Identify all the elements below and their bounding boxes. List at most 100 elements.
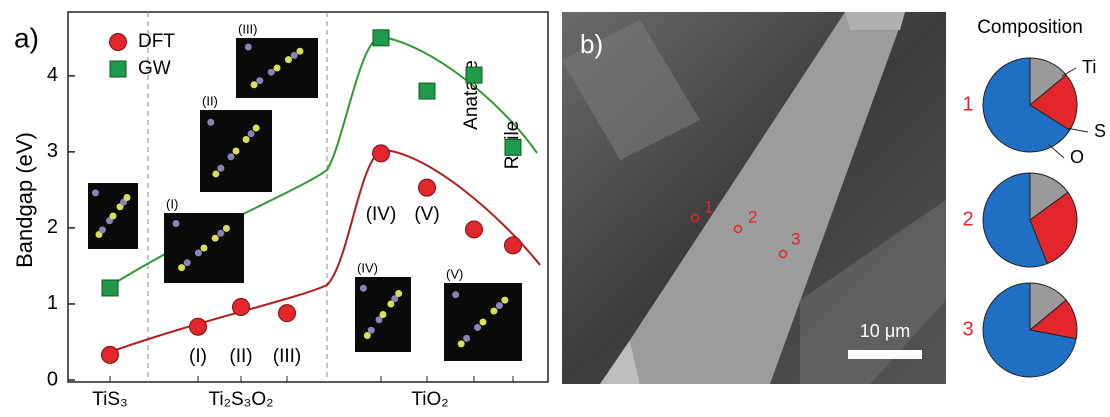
atom: [178, 264, 186, 272]
scale-bar-label: 10 μm: [860, 321, 910, 341]
pie-label: 2: [962, 208, 973, 230]
inset-label: (III): [238, 21, 258, 36]
atom: [109, 212, 117, 220]
atom: [244, 43, 252, 51]
panel-label: b): [580, 29, 603, 59]
pie-slice: [1029, 74, 1078, 131]
group-label: Ti₂S₃O₂: [208, 389, 273, 410]
y-tick-label: 4: [47, 64, 58, 86]
atom: [387, 300, 395, 308]
atom: [250, 81, 258, 89]
legend-marker: [109, 60, 127, 78]
atom: [284, 56, 292, 64]
atom: [463, 334, 471, 342]
y-tick-label: 1: [47, 292, 58, 314]
atom: [490, 307, 498, 315]
scale-bar: [848, 350, 922, 359]
data-point: [101, 345, 119, 364]
sem-image: [562, 12, 946, 384]
atom: [267, 68, 275, 76]
inset-label: (II): [202, 93, 218, 108]
atom: [207, 118, 215, 126]
panel-label: a): [14, 22, 39, 53]
pie-group: 1 2 3 Ti SO: [962, 57, 1106, 378]
sample-point-label: 3: [791, 229, 800, 248]
y-axis-label: Bandgap (eV): [12, 132, 37, 268]
atom: [290, 51, 298, 59]
pie-label: 1: [962, 93, 973, 115]
pie-slice: [1029, 191, 1078, 265]
category-label: (III): [273, 346, 302, 367]
atom: [211, 234, 219, 242]
atom: [217, 229, 225, 237]
atom: [379, 311, 387, 318]
y-tick-label: 0: [47, 368, 58, 390]
category-label: (I): [189, 346, 207, 367]
callout-line: [1061, 67, 1077, 77]
data-point: [232, 298, 250, 316]
inset-label: (IV): [357, 260, 378, 275]
sample-point: [690, 213, 700, 223]
y-tick-label: 3: [47, 140, 58, 162]
category-label: (II): [229, 346, 252, 367]
data-point: [504, 138, 522, 156]
pie-slice: [982, 282, 1077, 378]
pie-label: 3: [962, 318, 973, 340]
sample-point-label: 2: [748, 207, 757, 226]
atom: [172, 220, 180, 227]
atom: [222, 224, 230, 232]
atom: [183, 259, 191, 267]
atom: [479, 318, 487, 326]
atom: [296, 47, 304, 55]
atom: [92, 189, 99, 197]
inset-label: (I): [166, 196, 178, 211]
legend-label: GW: [138, 58, 171, 79]
group-label: TiO₂: [411, 389, 448, 410]
atom: [227, 153, 235, 161]
atom: [212, 170, 220, 178]
y-tick-label: 2: [47, 216, 58, 238]
data-point: [101, 279, 119, 297]
pie-slice: [982, 172, 1048, 268]
trend-curve: [109, 148, 541, 353]
group-label: TiS₃: [92, 389, 128, 410]
slice-label: S: [1094, 121, 1106, 141]
legend-label: DFT: [138, 31, 175, 52]
atom: [99, 226, 106, 234]
atom: [252, 124, 260, 132]
category-label: (V): [414, 204, 439, 225]
data-point: [465, 220, 483, 239]
sample-point: [778, 249, 788, 259]
atom: [359, 284, 367, 292]
atom: [242, 136, 250, 144]
data-point: [372, 29, 390, 47]
data-point: [504, 236, 522, 255]
atom: [200, 244, 208, 252]
data-point: [465, 66, 483, 84]
data-point: [418, 178, 436, 197]
atom: [273, 64, 281, 72]
data-point: [189, 317, 207, 336]
sample-point-label: 1: [704, 197, 713, 216]
legend-marker: [109, 33, 127, 51]
atom: [452, 291, 460, 299]
inset-label: (V): [446, 266, 463, 281]
atom: [501, 296, 509, 304]
atom: [457, 340, 465, 348]
category-label: (IV): [366, 204, 397, 225]
atom: [194, 249, 202, 257]
callout-line: [1047, 143, 1065, 159]
atom: [232, 147, 240, 155]
atom: [217, 164, 225, 172]
atom: [395, 290, 403, 297]
data-point: [418, 82, 436, 100]
atom: [367, 326, 375, 334]
data-point: [372, 144, 390, 163]
atom: [495, 302, 503, 310]
atom: [256, 77, 264, 85]
data-point: [278, 304, 296, 323]
atom: [123, 194, 131, 202]
callout-line: [1065, 127, 1089, 133]
atom: [375, 316, 383, 324]
